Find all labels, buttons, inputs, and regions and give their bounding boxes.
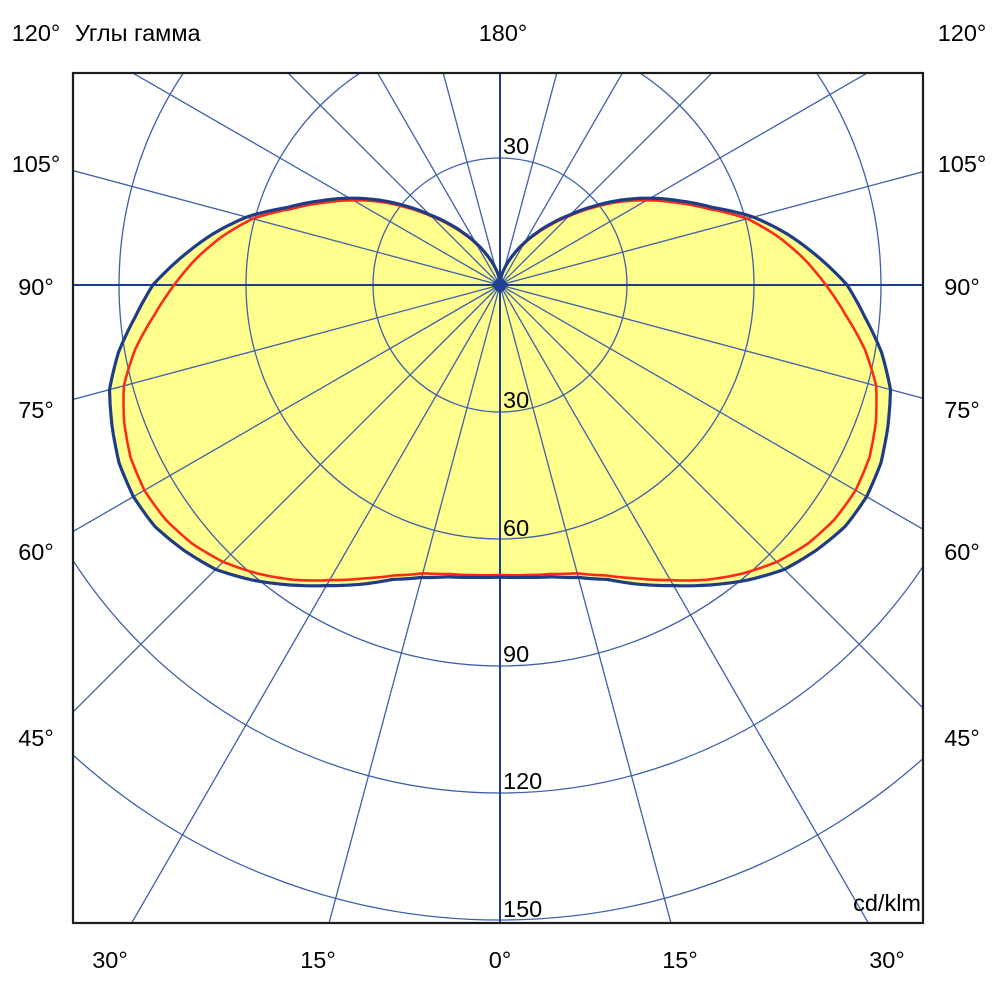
grid-ray-105 — [499, 170, 923, 286]
grid-ray-165 — [499, 73, 558, 286]
bottom-angle-label-1: 15° — [300, 947, 336, 973]
grid-ray-255 — [73, 169, 501, 286]
grid-ray-120 — [499, 73, 869, 286]
radial-label-120: 120 — [503, 768, 542, 794]
left-angle-label-60: 60° — [18, 539, 54, 565]
right-angle-label-60: 60° — [944, 539, 980, 565]
left-angle-label-120: 120° — [12, 20, 61, 46]
radial-label-30: 30 — [503, 387, 529, 413]
grid-ray-330 — [130, 284, 501, 923]
right-angle-label-75: 75° — [944, 397, 980, 423]
grid-ray-45 — [499, 284, 923, 709]
right-angle-label-45: 45° — [944, 725, 980, 751]
grid-ray-240 — [131, 73, 501, 286]
grid-ray-285 — [73, 284, 501, 401]
right-angle-label-90: 90° — [944, 274, 980, 300]
curve-red — [122, 199, 878, 582]
grid-ray-60 — [499, 284, 923, 530]
bottom-angle-label-4: 30° — [869, 947, 905, 973]
left-angle-label-90: 90° — [18, 274, 54, 300]
units-label: cd/klm — [853, 890, 921, 916]
grid-ray-315 — [73, 284, 501, 713]
grid-ray-75 — [499, 284, 923, 400]
curve-blue — [107, 196, 893, 588]
radial-label-60: 60 — [503, 515, 529, 541]
chart-title: Углы гамма — [75, 20, 201, 46]
bottom-angle-label-0: 30° — [92, 947, 128, 973]
grid-ray-300 — [73, 284, 501, 533]
left-angle-label-105: 105° — [12, 151, 61, 177]
grid-ray-195 — [442, 73, 501, 286]
left-angle-label-75: 75° — [18, 397, 54, 423]
radial-label-30-upper: 30 — [503, 133, 529, 159]
radial-label-90: 90 — [503, 641, 529, 667]
bottom-angle-label-3: 15° — [662, 947, 698, 973]
grid-ray-15 — [499, 284, 672, 923]
grid-ray-135 — [499, 73, 713, 286]
grid-ray-225 — [287, 73, 501, 286]
right-angle-label-120: 120° — [938, 20, 987, 46]
plot-frame — [71, 71, 925, 925]
top-angle-label: 180° — [479, 20, 528, 46]
left-angle-label-45: 45° — [18, 725, 54, 751]
grid-ray-210 — [376, 73, 501, 286]
grid-ray-30 — [499, 284, 870, 923]
bottom-angle-label-2: 0° — [489, 947, 511, 973]
grid-ray-345 — [328, 284, 501, 923]
right-angle-label-105: 105° — [938, 151, 987, 177]
center-marker — [491, 276, 509, 294]
radial-label-150: 150 — [503, 896, 542, 922]
grid-ray-150 — [499, 73, 624, 286]
